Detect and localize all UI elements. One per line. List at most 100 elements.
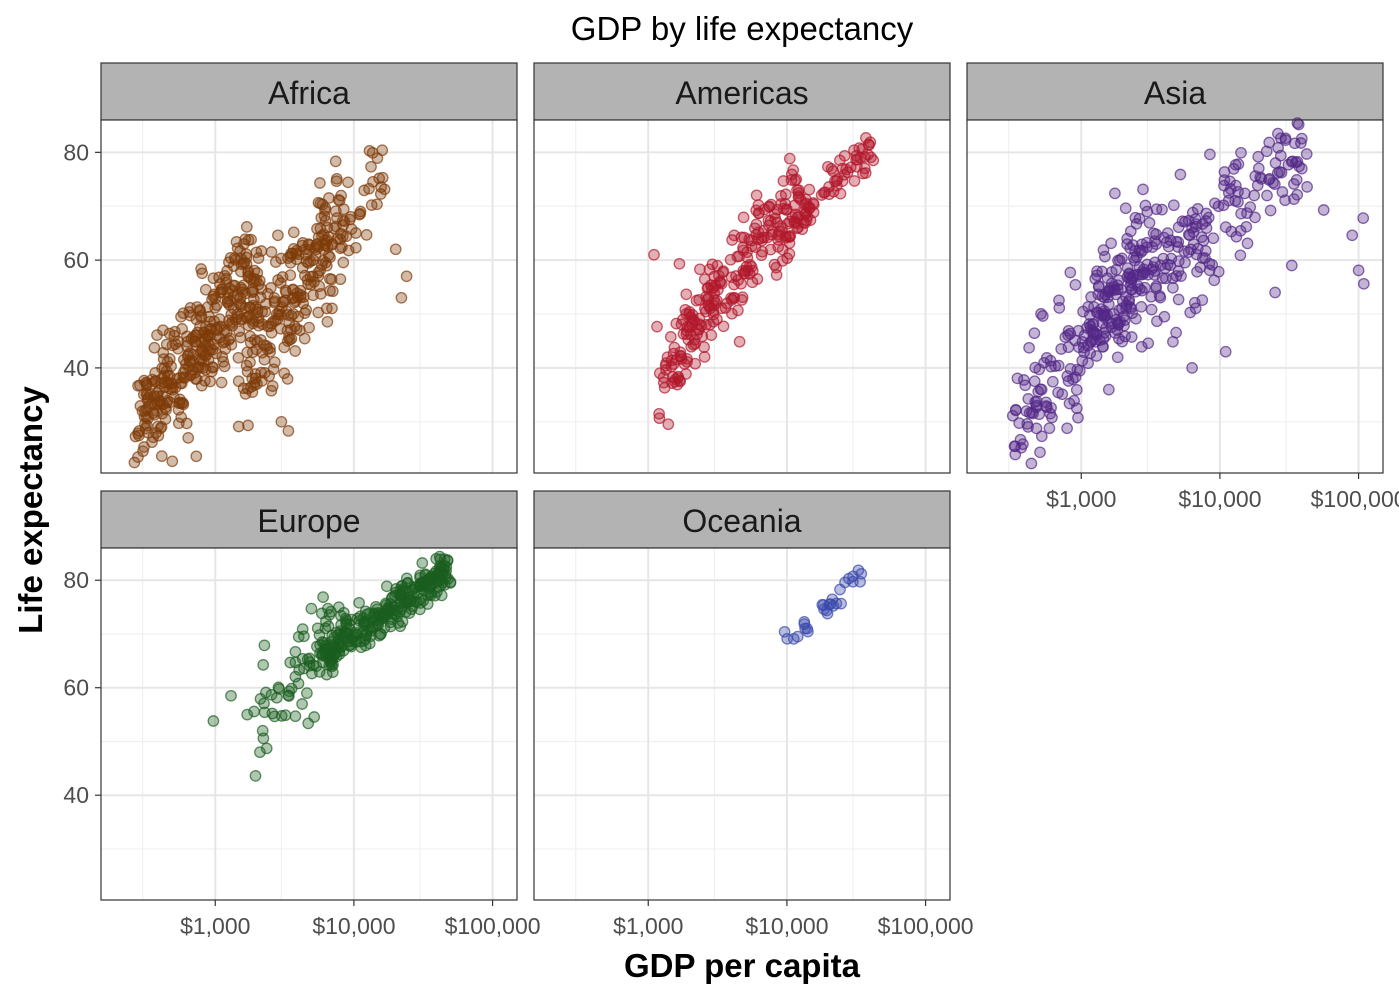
data-point	[750, 228, 762, 241]
data-point	[300, 249, 313, 261]
data-point	[294, 284, 307, 297]
data-point	[234, 331, 247, 344]
data-point	[376, 171, 389, 184]
data-point	[1135, 340, 1148, 353]
data-point	[816, 598, 829, 611]
data-point	[738, 231, 751, 244]
data-point	[242, 419, 254, 432]
data-point	[674, 375, 687, 388]
data-point	[232, 375, 245, 388]
data-point	[1072, 411, 1084, 424]
data-point	[264, 282, 277, 294]
data-point	[804, 214, 817, 226]
data-point	[163, 327, 176, 340]
data-point	[257, 659, 270, 671]
data-point	[1241, 207, 1253, 219]
data-point	[1357, 277, 1370, 290]
data-point	[258, 367, 271, 379]
data-point	[1034, 446, 1046, 459]
data-point	[414, 603, 426, 616]
facet-strip	[533, 62, 951, 121]
data-point	[368, 614, 381, 626]
data-point	[289, 710, 302, 723]
data-point	[221, 295, 234, 308]
data-point	[1119, 202, 1132, 215]
data-point	[180, 417, 193, 430]
data-point	[681, 353, 693, 365]
data-point	[225, 689, 237, 702]
data-point	[1145, 303, 1158, 316]
data-point	[292, 630, 305, 643]
data-point	[296, 262, 309, 274]
data-point	[323, 192, 335, 204]
data-point	[1172, 236, 1185, 248]
panel-europe: Europe 40 60 80 $1,000 $10,000 $100,000	[63, 490, 541, 939]
data-point	[1034, 383, 1047, 396]
data-point	[1203, 257, 1216, 270]
data-point	[320, 668, 333, 681]
data-point	[801, 622, 814, 635]
data-point	[1301, 181, 1313, 193]
data-point	[834, 154, 846, 167]
data-point	[1300, 148, 1313, 160]
x-tick-label: $10,000	[1178, 486, 1261, 512]
data-point	[335, 189, 347, 202]
data-point	[1167, 281, 1179, 294]
data-point	[219, 343, 232, 355]
data-point	[342, 176, 354, 189]
data-point	[167, 391, 180, 403]
data-point	[384, 620, 397, 633]
data-point	[132, 451, 144, 463]
data-point	[258, 353, 271, 366]
data-point	[1295, 162, 1308, 175]
data-point	[326, 653, 339, 666]
data-point	[698, 351, 711, 363]
data-point	[254, 746, 266, 759]
data-point	[1118, 314, 1131, 327]
data-point	[1070, 402, 1083, 415]
data-point	[1248, 189, 1261, 202]
data-point	[1208, 274, 1221, 287]
data-point	[176, 397, 189, 409]
data-point	[289, 645, 302, 658]
y-tick-label: 40	[63, 355, 89, 381]
data-point	[1014, 433, 1027, 446]
data-point	[1156, 203, 1168, 216]
y-tick-label: 80	[63, 567, 89, 593]
data-point	[1112, 254, 1124, 267]
data-point	[242, 269, 255, 282]
data-point	[1086, 318, 1099, 331]
data-point	[1279, 132, 1292, 145]
data-point	[1006, 409, 1019, 422]
y-axis-title: Life expectancy	[12, 386, 49, 634]
data-point	[714, 275, 726, 288]
data-point	[781, 632, 794, 645]
data-point	[830, 175, 843, 187]
data-point	[192, 361, 204, 373]
panels-layer: Africa 40 60 80 Americas Asia $1,000 $10,000 $10…	[63, 62, 1399, 939]
data-point	[651, 320, 663, 333]
data-point	[1070, 384, 1083, 396]
data-point	[240, 221, 253, 233]
data-point	[1139, 199, 1152, 212]
data-point	[1184, 306, 1197, 319]
data-point	[261, 320, 274, 333]
data-point	[157, 353, 170, 365]
data-point	[680, 288, 693, 301]
data-point	[1056, 388, 1069, 401]
data-point	[275, 415, 288, 428]
data-point	[1111, 351, 1124, 364]
data-point	[1145, 290, 1158, 303]
data-point	[1234, 249, 1247, 262]
data-point	[300, 304, 313, 316]
data-point	[160, 365, 173, 377]
data-point	[662, 418, 675, 431]
data-point	[1167, 272, 1179, 285]
data-point	[353, 596, 365, 609]
data-point	[209, 301, 221, 314]
data-point	[249, 770, 262, 782]
data-point	[779, 188, 792, 201]
data-point	[246, 312, 258, 325]
data-point	[1285, 155, 1298, 168]
data-point	[199, 283, 212, 296]
